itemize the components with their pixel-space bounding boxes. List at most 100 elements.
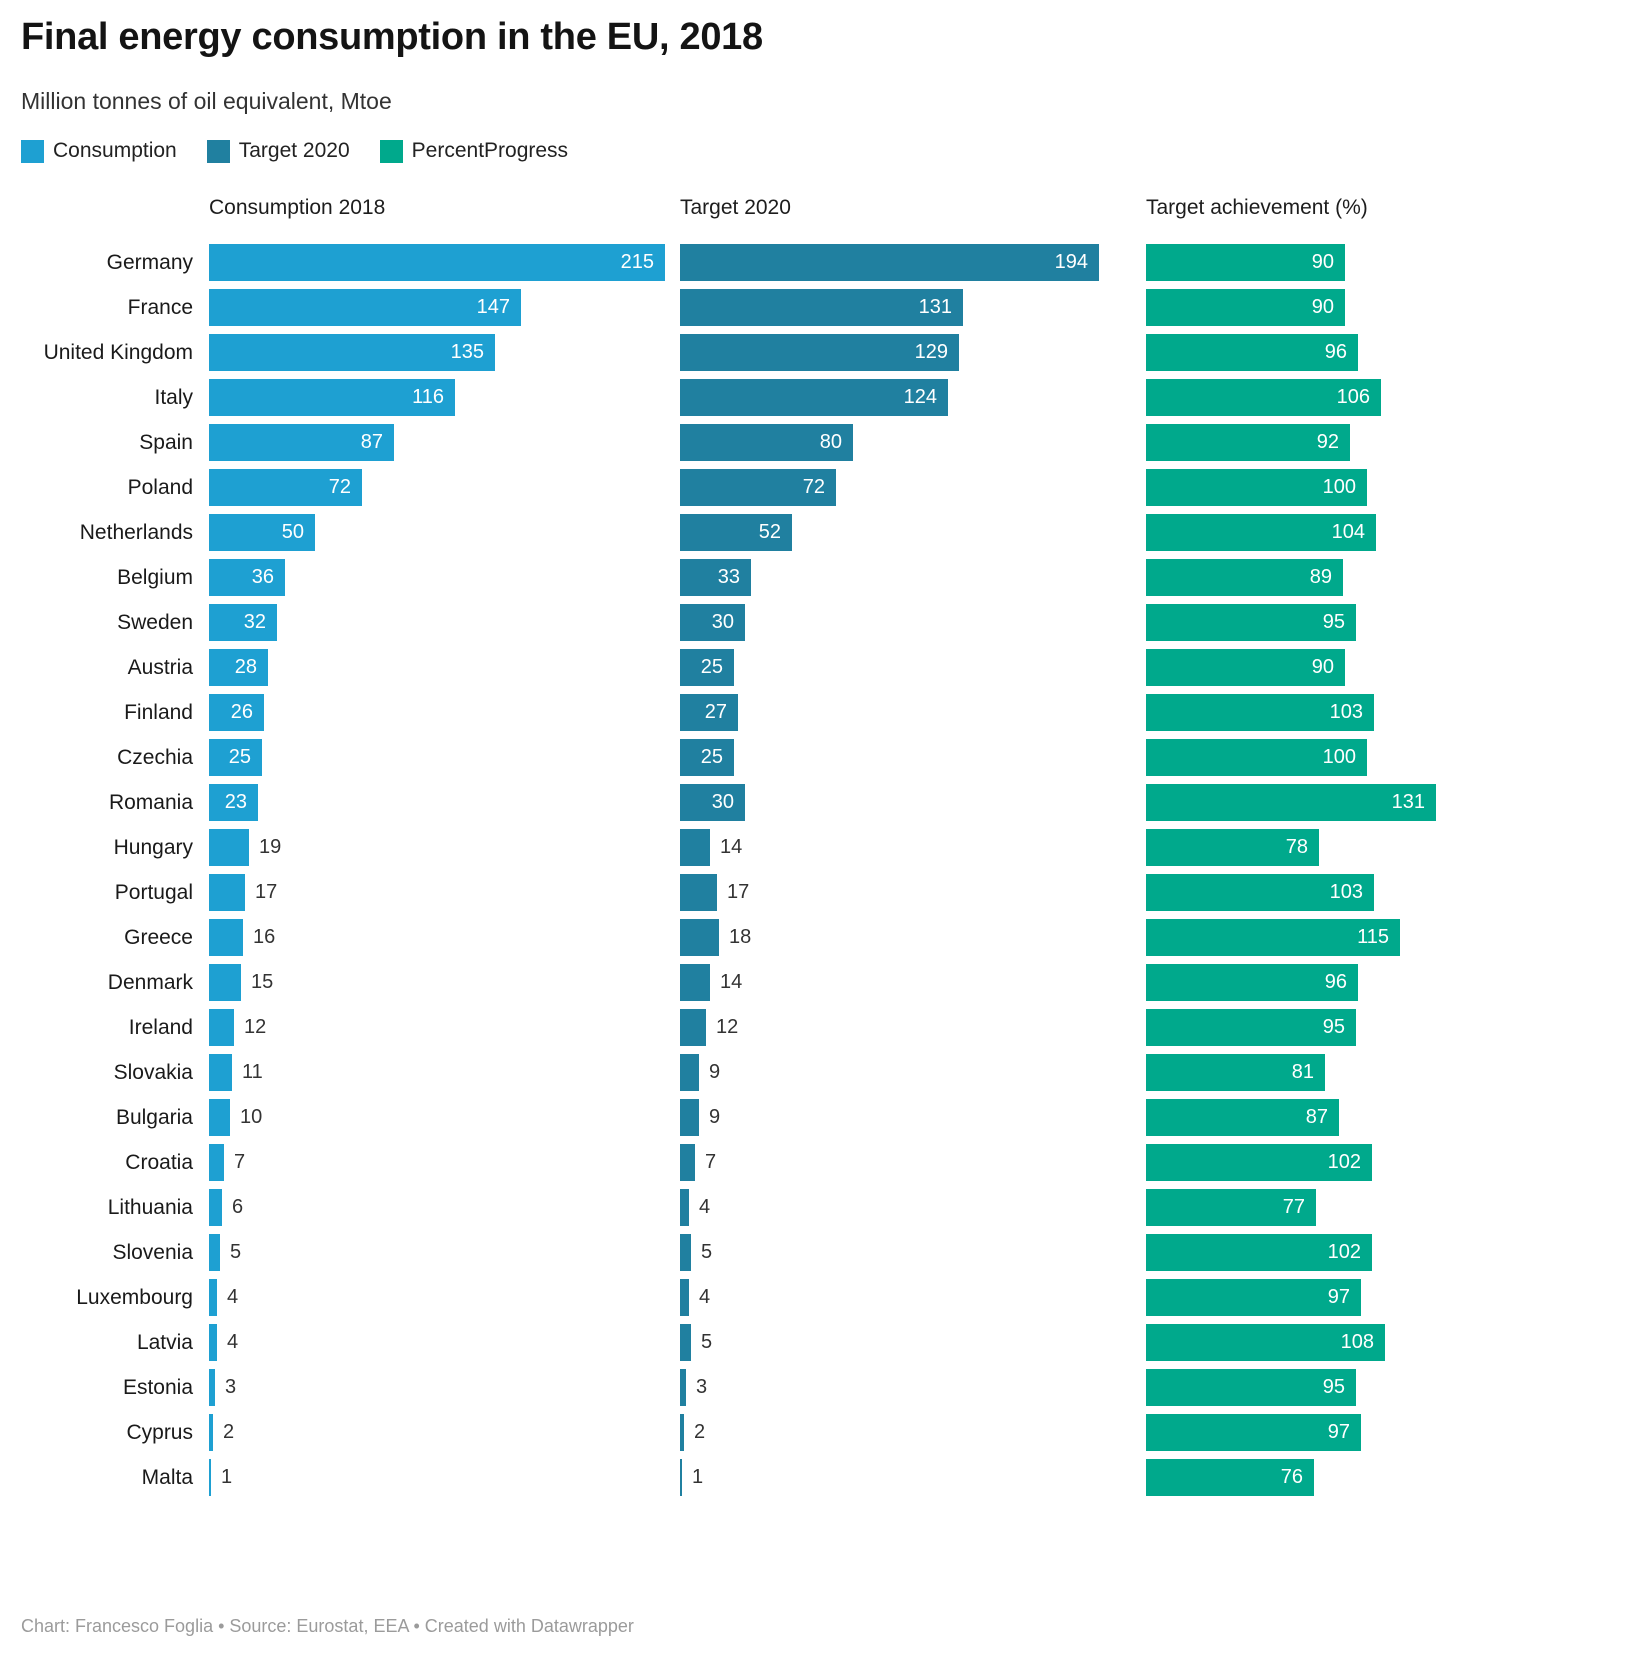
bar-value-label: 14 [720,836,743,858]
bar-consumption: 32 [209,604,277,641]
bar-value-label: 115 [1357,926,1389,948]
bar-consumption: 215 [209,244,665,281]
bar-target: 194 [680,244,1099,281]
bar-consumption [209,1369,215,1406]
bar-consumption [209,1459,211,1496]
country-label: Belgium [117,566,193,589]
bar-consumption [209,1189,222,1226]
legend-item-percentprogress: PercentProgress [379,139,569,163]
country-label: Czechia [117,746,193,769]
bar-consumption [209,1324,217,1361]
bar-value-label: 92 [1316,431,1339,453]
bar-target [680,1054,699,1091]
bar-target: 25 [680,649,734,686]
bar-value-label: 97 [1327,1286,1350,1308]
bar-value-label: 90 [1311,296,1334,318]
bar-consumption [209,1009,234,1046]
bar-value-label: 124 [903,386,937,408]
bar-target [680,964,710,1001]
bar-value-label: 4 [227,1286,239,1308]
bar-percentprogress: 100 [1146,739,1367,776]
bar-value-label: 28 [234,656,257,678]
table-row: Denmark 15 14 96 [0,964,1640,1001]
bar-target: 52 [680,514,792,551]
bar-value-label: 30 [711,791,734,813]
legend-label: PercentProgress [411,139,569,162]
bar-target: 131 [680,289,963,326]
bar-value-label: 4 [699,1286,711,1308]
table-row: Italy 116 124 106 [0,379,1640,416]
bar-consumption: 36 [209,559,285,596]
bar-value-label: 2 [223,1421,235,1443]
bar-value-label: 25 [228,746,251,768]
table-row: Estonia 3 3 95 [0,1369,1640,1406]
bar-value-label: 106 [1336,386,1370,408]
bar-value-label: 131 [918,296,952,318]
bar-value-label: 116 [412,386,444,408]
bar-value-label: 12 [244,1016,267,1038]
table-row: Austria 28 25 90 [0,649,1640,686]
country-label: Malta [141,1466,193,1489]
bar-value-label: 7 [234,1151,246,1173]
bar-percentprogress: 102 [1146,1234,1372,1271]
bar-target [680,1414,684,1451]
bar-target: 124 [680,379,948,416]
table-row: France 147 131 90 [0,289,1640,326]
bar-value-label: 9 [709,1106,721,1128]
table-row: Romania 23 30 131 [0,784,1640,821]
bar-percentprogress: 77 [1146,1189,1316,1226]
bar-consumption: 116 [209,379,455,416]
country-label: United Kingdom [43,341,193,364]
bar-value-label: 17 [727,881,750,903]
legend-item-consumption: Consumption [21,139,177,163]
country-label: Estonia [122,1376,193,1399]
bar-value-label: 50 [281,521,304,543]
bar-percentprogress: 103 [1146,874,1374,911]
bar-percentprogress: 81 [1146,1054,1325,1091]
bar-value-label: 32 [243,611,266,633]
table-row: Croatia 7 7 102 [0,1144,1640,1181]
bar-value-label: 103 [1329,881,1363,903]
bar-value-label: 108 [1340,1331,1374,1353]
bar-percentprogress: 102 [1146,1144,1372,1181]
bar-value-label: 95 [1322,1016,1345,1038]
bar-value-label: 78 [1285,836,1308,858]
table-row: Ireland 12 12 95 [0,1009,1640,1046]
bar-value-label: 102 [1327,1151,1361,1173]
bar-value-label: 102 [1327,1241,1361,1263]
bar-value-label: 4 [699,1196,711,1218]
country-label: Netherlands [79,521,193,544]
bar-value-label: 25 [700,746,723,768]
bar-target: 33 [680,559,751,596]
bar-consumption [209,964,241,1001]
bar-value-label: 72 [802,476,825,498]
country-label: France [127,296,193,319]
table-row: Netherlands 50 52 104 [0,514,1640,551]
country-label: Croatia [125,1151,193,1174]
bar-consumption: 28 [209,649,268,686]
bar-value-label: 26 [230,701,253,723]
bar-percentprogress: 104 [1146,514,1376,551]
country-label: Denmark [107,971,193,994]
table-row: Slovakia 11 9 81 [0,1054,1640,1091]
table-row: Poland 72 72 100 [0,469,1640,506]
table-row: Germany 215 194 90 [0,244,1640,281]
chart-footer: Chart: Francesco Foglia • Source: Eurost… [21,1616,634,1636]
bar-target: 25 [680,739,734,776]
bar-value-label: 36 [251,566,274,588]
bar-value-label: 77 [1282,1196,1305,1218]
country-label: Slovakia [113,1061,193,1084]
bar-consumption: 87 [209,424,394,461]
bar-value-label: 97 [1327,1421,1350,1443]
bar-consumption: 25 [209,739,262,776]
bar-percentprogress: 100 [1146,469,1367,506]
country-label: Italy [154,386,193,409]
bar-value-label: 1 [221,1466,233,1488]
target-swatch [206,139,230,163]
bar-percentprogress: 95 [1146,1369,1356,1406]
bar-consumption [209,1279,217,1316]
bar-value-label: 11 [242,1061,263,1083]
bar-percentprogress: 90 [1146,289,1345,326]
bar-value-label: 3 [696,1376,708,1398]
bar-value-label: 131 [1391,791,1425,813]
